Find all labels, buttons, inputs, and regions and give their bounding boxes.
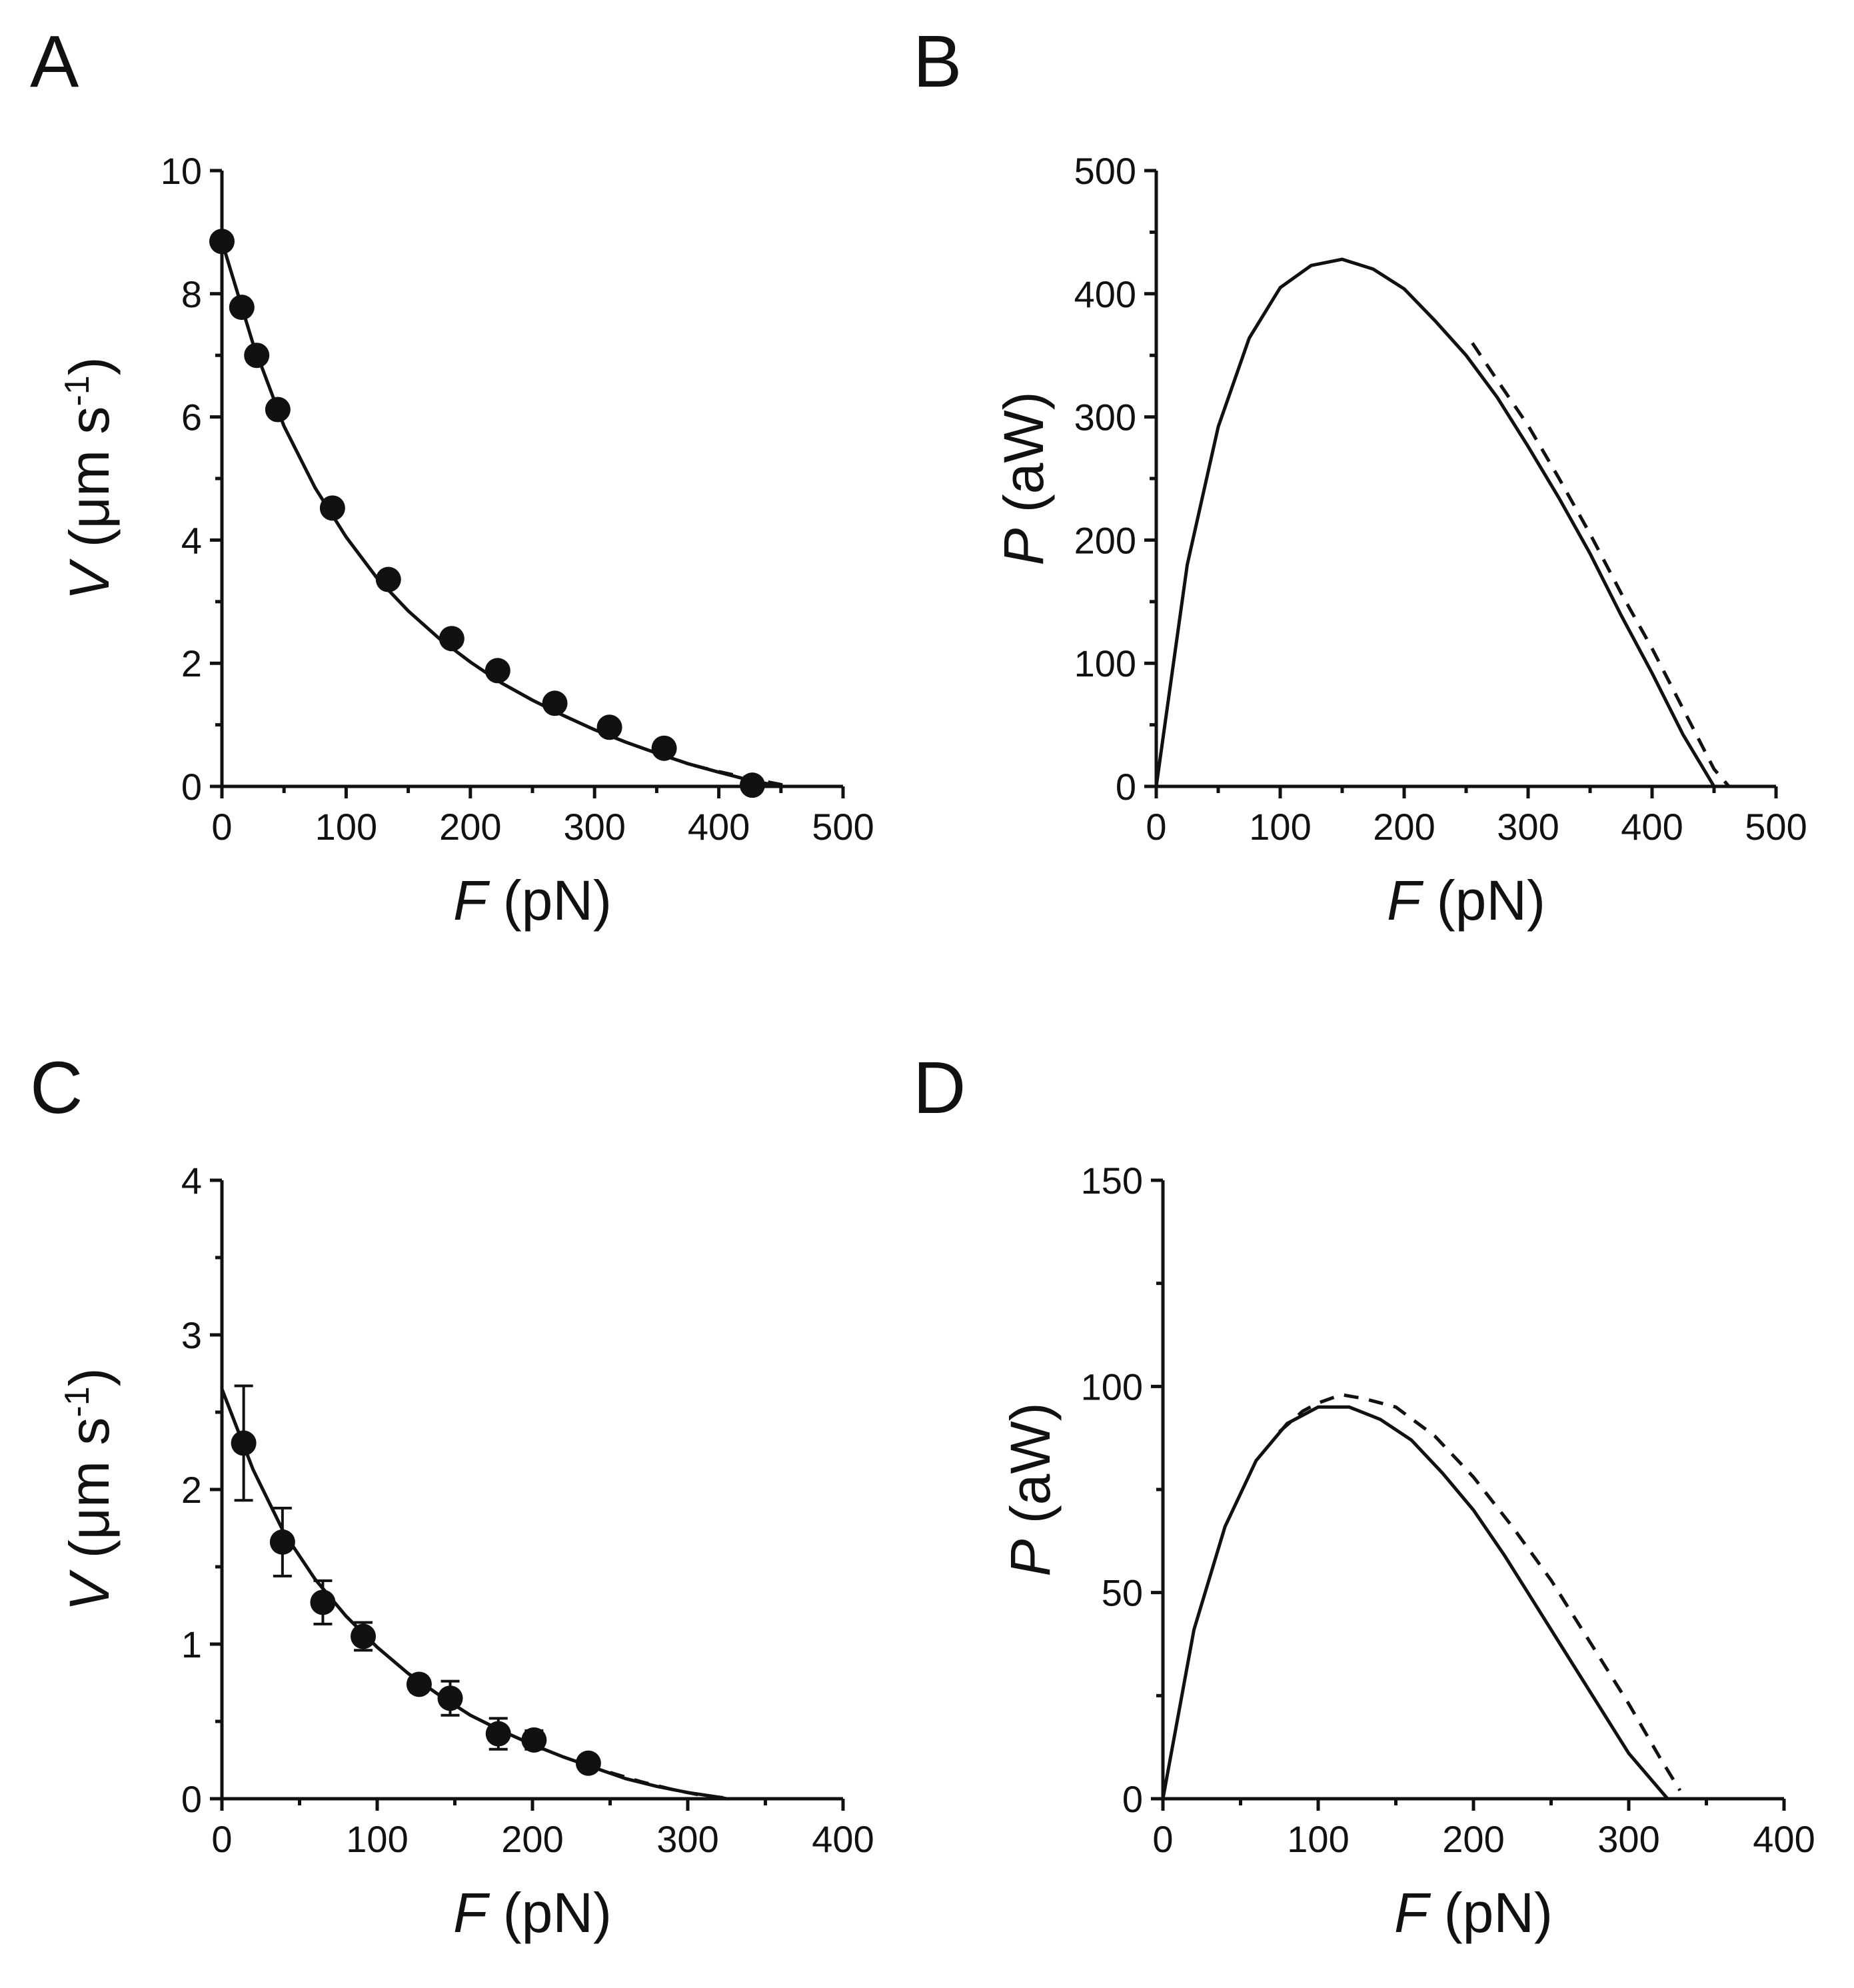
data-point: [209, 229, 235, 255]
data-point: [596, 714, 622, 740]
y-tick-label: 4: [181, 1160, 202, 1202]
data-point: [542, 690, 568, 716]
y-tick-label: 0: [1122, 1778, 1143, 1820]
x-tick-label: 200: [501, 1818, 563, 1860]
y-axis-title: V (μm s-1): [58, 1368, 121, 1611]
y-tick-label: 0: [181, 1778, 202, 1820]
x-tick-label: 0: [1146, 806, 1166, 848]
y-axis-title: P (aW): [992, 391, 1055, 565]
y-tick-label: 100: [1081, 1366, 1143, 1408]
x-tick-label: 300: [563, 806, 625, 848]
data-point: [229, 295, 255, 321]
y-tick-label: 2: [181, 1469, 202, 1511]
x-tick-label: 300: [1497, 806, 1559, 848]
y-tick-label: 10: [161, 150, 202, 192]
data-point: [351, 1623, 377, 1649]
x-tick-label: 300: [1597, 1818, 1659, 1860]
y-tick-label: 500: [1074, 150, 1136, 192]
y-tick-label: 4: [181, 519, 202, 561]
x-tick-label: 400: [688, 806, 750, 848]
data-point: [485, 1721, 511, 1747]
series-line-dashed: [1278, 1393, 1682, 1791]
x-tick-label: 400: [812, 1818, 874, 1860]
x-tick-label: 0: [211, 1818, 232, 1860]
x-tick-label: 100: [315, 806, 377, 848]
y-tick-label: 3: [181, 1314, 202, 1356]
y-tick-label: 6: [181, 397, 202, 439]
data-point: [437, 1685, 463, 1711]
x-tick-label: 200: [1442, 1818, 1504, 1860]
x-tick-label: 500: [1745, 806, 1807, 848]
y-axis-title: P (aW): [999, 1402, 1062, 1576]
x-tick-label: 0: [1152, 1818, 1173, 1860]
series-line-fit: [220, 241, 782, 788]
y-tick-label: 8: [181, 273, 202, 315]
y-tick-label: 200: [1074, 519, 1136, 561]
x-tick-label: 100: [346, 1818, 408, 1860]
x-tick-label: 400: [1621, 806, 1683, 848]
x-axis-title: F (pN): [453, 1881, 612, 1944]
data-point: [310, 1589, 336, 1615]
series-line-fit: [220, 1388, 727, 1801]
data-point: [231, 1430, 257, 1456]
panel-letter-a: A: [30, 21, 79, 103]
data-point: [439, 626, 464, 652]
chart-panel-a: 0 100 200 300 400 500 0 2 4 6 8 10 F (pN) V (μm s-1): [58, 150, 874, 932]
y-tick-label: 300: [1074, 397, 1136, 439]
panel-letter-d: D: [913, 1047, 966, 1129]
chart-panel-b: 0 100 200 300 400 500 0 100 200 300 400 500 F (pN) P …: [992, 150, 1807, 932]
y-tick-label: 0: [1116, 766, 1136, 808]
y-tick-label: 2: [181, 642, 202, 684]
data-point: [244, 343, 270, 369]
x-tick-label: 500: [812, 806, 874, 848]
data-point: [375, 566, 401, 592]
x-axis-title: F (pN): [1394, 1881, 1553, 1944]
series-line-solid: [1154, 257, 1716, 788]
series-line-dashed: [1471, 342, 1731, 788]
x-axis-title: F (pN): [1387, 869, 1545, 932]
y-tick-label: 50: [1102, 1572, 1143, 1614]
data-point: [521, 1727, 547, 1753]
y-tick-label: 1: [181, 1623, 202, 1665]
x-tick-label: 0: [211, 806, 232, 848]
data-point: [484, 658, 510, 684]
data-point: [319, 495, 345, 521]
data-point: [575, 1750, 601, 1776]
x-axis-title: F (pN): [453, 869, 612, 932]
x-tick-label: 100: [1287, 1818, 1349, 1860]
panel-letter-b: B: [913, 21, 962, 103]
data-point: [651, 735, 677, 761]
series-line-fit-alt: [609, 1771, 735, 1801]
data-point: [265, 397, 291, 423]
x-tick-label: 100: [1249, 806, 1311, 848]
y-tick-label: 100: [1074, 642, 1136, 684]
x-tick-label: 400: [1753, 1818, 1815, 1860]
data-point: [269, 1529, 295, 1555]
y-axis-title: V (μm s-1): [58, 357, 121, 600]
x-tick-label: 300: [656, 1818, 718, 1860]
y-tick-label: 0: [181, 766, 202, 808]
series-line-solid: [1161, 1405, 1669, 1800]
panel-letter-c: C: [30, 1047, 83, 1129]
data-point: [739, 772, 765, 798]
chart-panel-d: 0 100 200 300 400 0 50 100 150 F (pN) P (aW): [999, 1160, 1815, 1944]
x-tick-label: 200: [439, 806, 501, 848]
chart-panel-c: 0 100 200 300 400 0 1 2 3 4 F (pN) V (μm s-1): [58, 1160, 874, 1944]
y-tick-label: 400: [1074, 273, 1136, 315]
x-tick-label: 200: [1373, 806, 1435, 848]
data-point: [406, 1671, 432, 1697]
y-tick-label: 150: [1081, 1160, 1143, 1202]
